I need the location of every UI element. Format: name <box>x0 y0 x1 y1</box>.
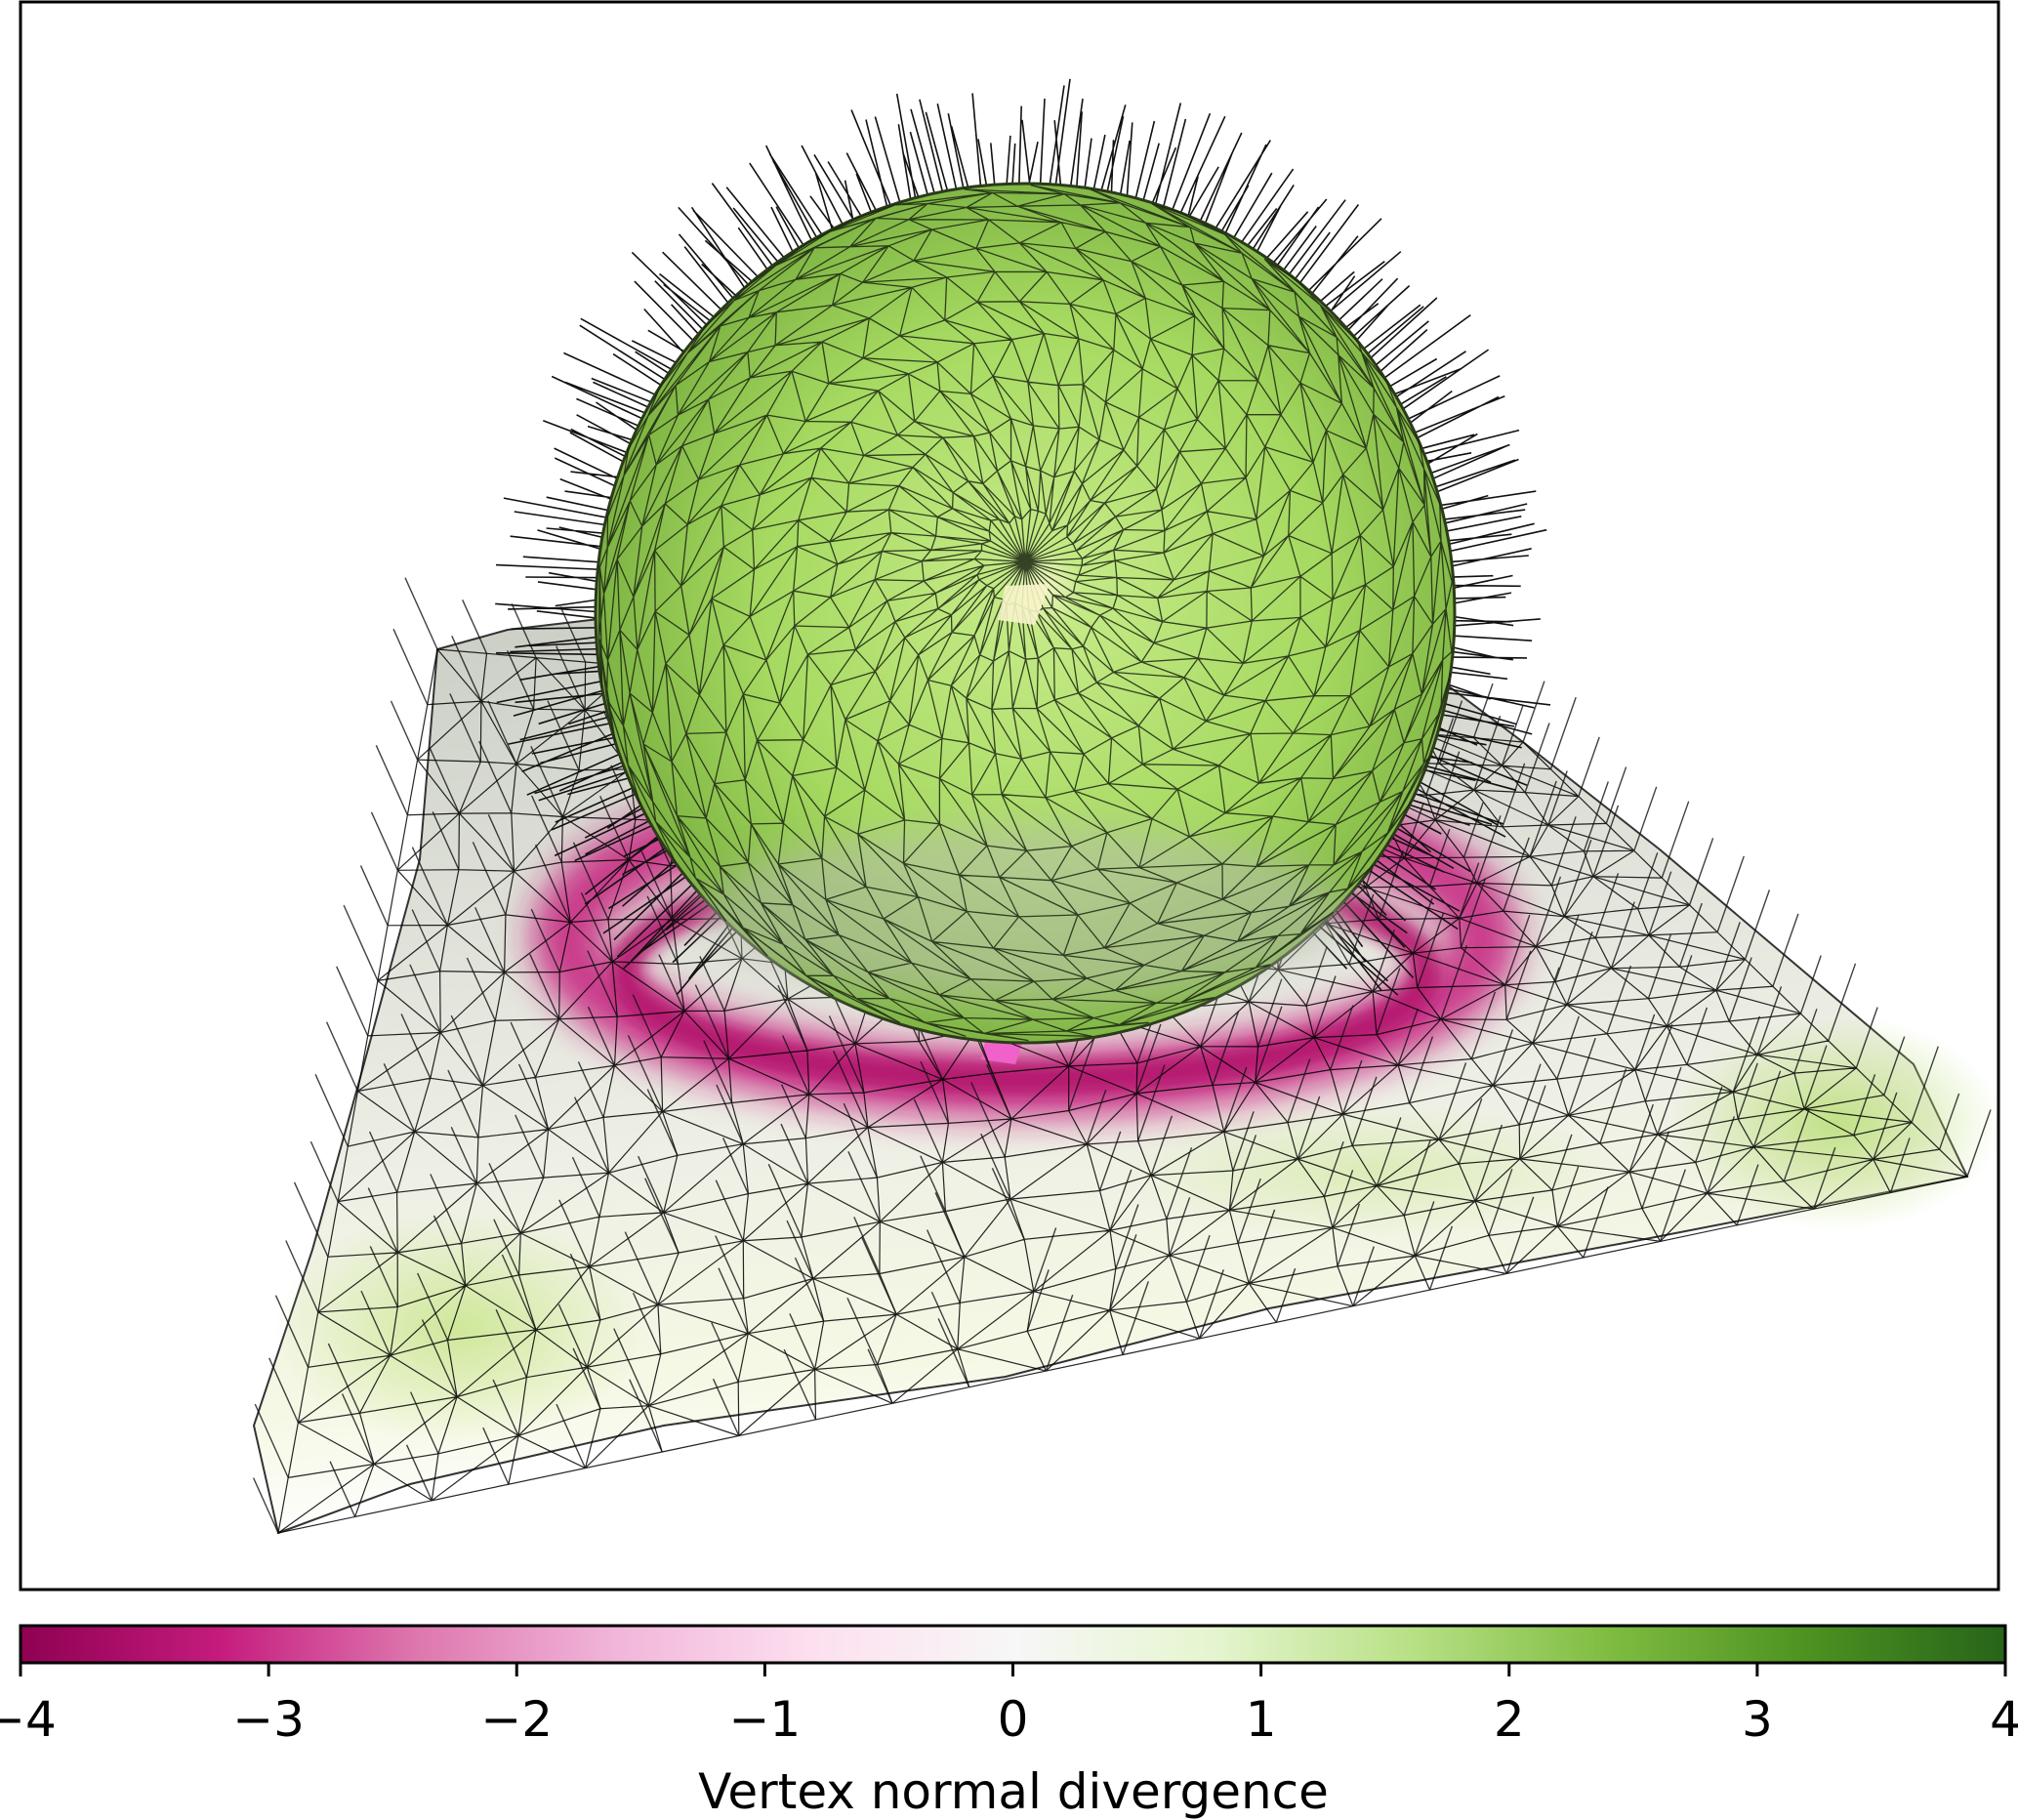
sphere <box>495 78 1551 1045</box>
plane-green-patch-right <box>1669 1015 1998 1230</box>
sphere-pole-highlight <box>998 584 1050 625</box>
sphere-wireframe <box>597 184 1453 1042</box>
plane-green-patch-mid <box>1113 1103 1621 1240</box>
colorbar-tick-label: −4 <box>0 1691 57 1748</box>
colorbar-label: Vertex normal divergence <box>698 1763 1329 1820</box>
colorbar-tick-label: −2 <box>480 1691 553 1748</box>
colorbar-tick-label: 1 <box>1246 1691 1277 1748</box>
scene-axes <box>252 78 1998 1535</box>
sphere-base-shade <box>703 825 1347 1001</box>
colorbar-tick-label: 0 <box>998 1691 1029 1748</box>
plane-green-patch-left <box>273 1211 644 1445</box>
colorbar: −4 −3 −2 −1 0 1 2 3 4 Vertex normal divergence <box>0 1624 2018 1820</box>
colorbar-tick-label: −3 <box>232 1691 305 1748</box>
colorbar-ticks: −4 −3 −2 −1 0 1 2 3 4 <box>0 1663 2018 1748</box>
colorbar-tick-label: 3 <box>1742 1691 1773 1748</box>
colorbar-gradient <box>19 1624 2007 1665</box>
colorbar-tick-label: −1 <box>729 1691 802 1748</box>
axes-frame <box>19 0 2000 1592</box>
sphere-normals <box>495 78 1551 996</box>
colorbar-tick-label: 4 <box>1990 1691 2018 1748</box>
colorbar-tick-label: 2 <box>1494 1691 1525 1748</box>
